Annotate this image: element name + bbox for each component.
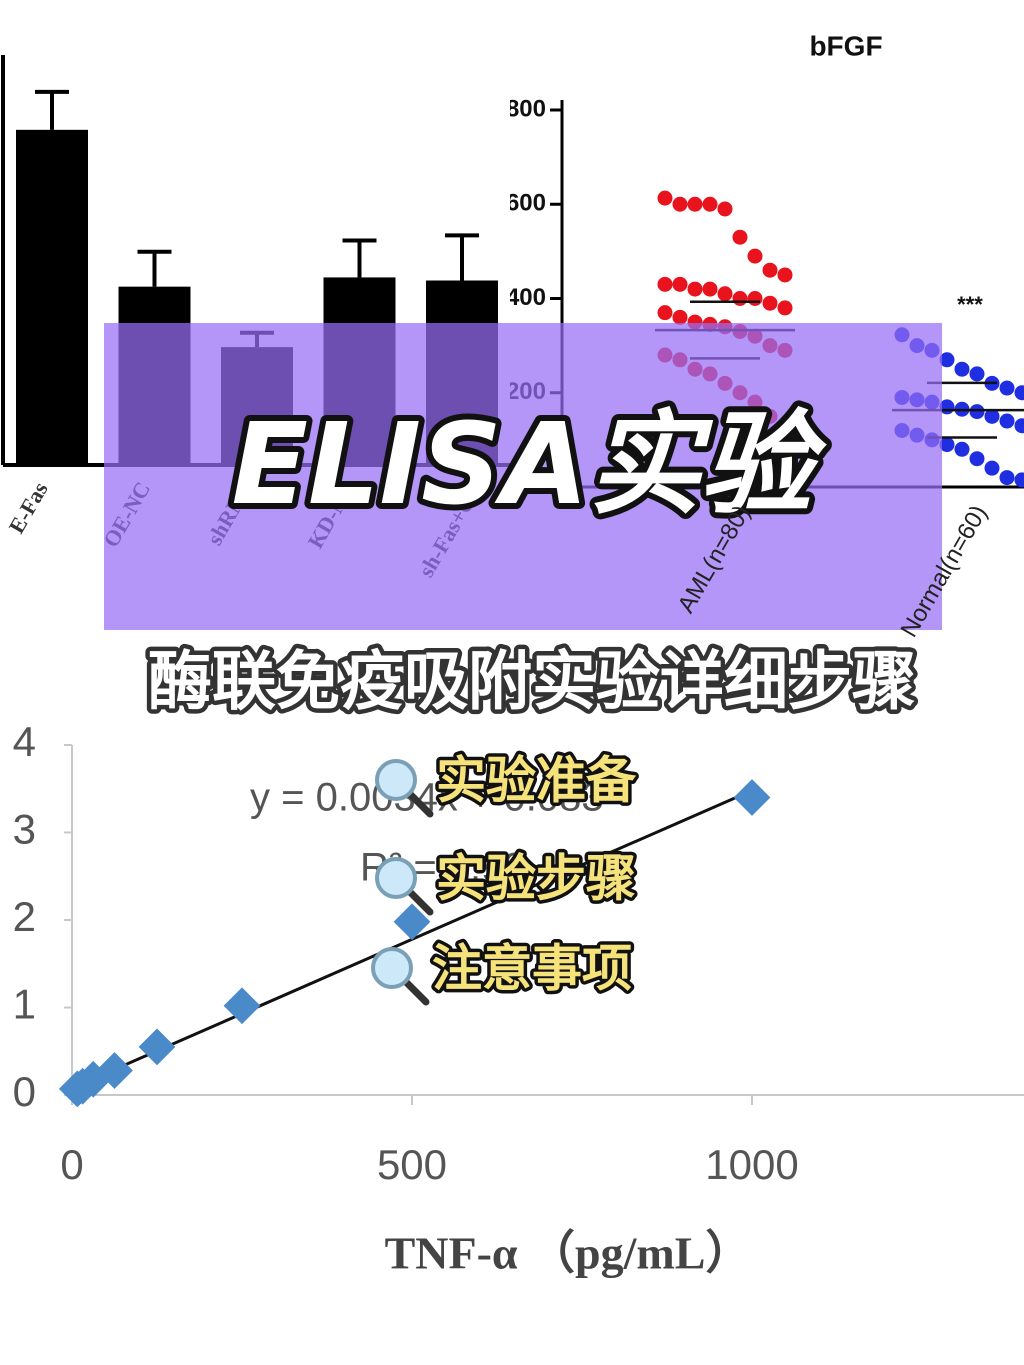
magnifier-lens (371, 947, 413, 989)
x-axis-label: TNF-α （pg/mL） (385, 1228, 752, 1279)
data-point (702, 196, 718, 212)
data-point (687, 196, 703, 212)
data-point (747, 248, 763, 264)
checklist-item: 注意事项 (432, 940, 632, 998)
data-point (939, 352, 955, 368)
data-point (954, 441, 970, 457)
data-point (96, 1052, 133, 1089)
data-point (999, 470, 1015, 486)
x-tick-label: 1000 (705, 1141, 798, 1188)
significance: *** (957, 292, 983, 317)
data-point (969, 451, 985, 467)
y-tick-label: 400 (506, 284, 546, 311)
data-point (762, 262, 778, 278)
y-tick-label: 800 (506, 95, 546, 122)
data-point (223, 987, 261, 1025)
data-point (732, 291, 748, 306)
data-point (777, 267, 793, 283)
x-tick-label: 500 (377, 1141, 447, 1188)
y-tick-label: 2 (13, 893, 36, 940)
magnifier-handle (402, 978, 430, 1006)
x-tick-label: 0 (60, 1141, 83, 1188)
data-point (672, 276, 688, 292)
data-point (732, 229, 748, 245)
data-point (777, 300, 793, 316)
checklist-item: 实验准备 (436, 752, 637, 810)
data-point (672, 196, 688, 212)
data-point (999, 380, 1015, 396)
data-point (954, 361, 970, 377)
data-point (984, 408, 1000, 424)
y-tick-label: 4 (13, 718, 36, 765)
data-point (999, 413, 1015, 429)
chart-title: bFGF (809, 30, 882, 61)
y-tick-label: 600 (506, 190, 546, 217)
main-title: ELISA实验 (232, 400, 828, 530)
y-tick-label: 0 (13, 1068, 36, 1115)
data-point (984, 460, 1000, 476)
data-point (393, 903, 431, 941)
magnifier-handle (406, 888, 434, 916)
magnifier-handle (406, 790, 434, 818)
data-point (747, 291, 763, 306)
y-tick-label: 3 (13, 806, 36, 853)
bar (16, 129, 88, 465)
data-point (657, 276, 673, 292)
checklist-item: 实验步骤 (436, 850, 636, 908)
trendline (81, 789, 753, 1085)
data-point (1014, 472, 1024, 488)
data-point (717, 286, 733, 302)
data-point (672, 309, 688, 325)
data-point (687, 281, 703, 297)
data-point (1014, 385, 1024, 401)
data-point (969, 404, 985, 420)
data-point (657, 305, 673, 321)
data-point (702, 281, 718, 297)
purple-banner (104, 323, 942, 630)
data-point (969, 366, 985, 382)
y-tick-label: 1 (13, 981, 36, 1028)
data-point (717, 201, 733, 217)
data-point (733, 779, 771, 816)
data-point (762, 295, 778, 311)
subtitle: 酶联免疫吸附实验详细步骤 (148, 646, 916, 720)
magnifier-lens (375, 857, 417, 899)
data-point (138, 1028, 176, 1066)
magnifier-lens (375, 759, 417, 801)
data-point (939, 437, 955, 453)
data-point (1014, 418, 1024, 434)
data-point (657, 190, 673, 206)
x-tick-label: E-Fas (4, 477, 53, 538)
